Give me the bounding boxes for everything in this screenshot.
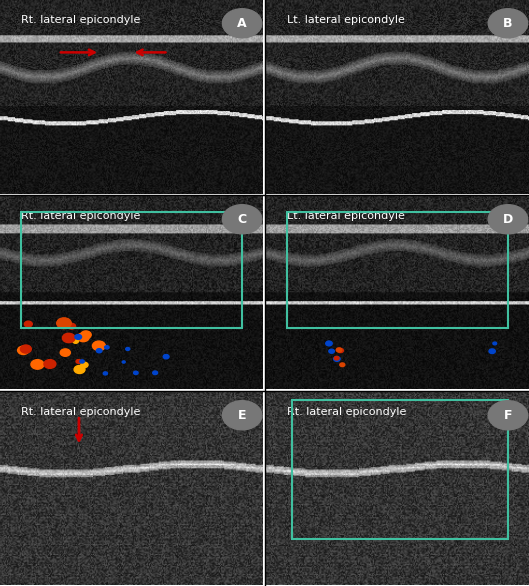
Circle shape [96,349,102,353]
Text: E: E [238,409,247,422]
Circle shape [24,321,32,327]
Bar [292,400,508,540]
Circle shape [338,349,343,353]
Circle shape [31,360,44,369]
Circle shape [488,9,528,38]
Circle shape [81,331,91,339]
Text: Rt. lateral epicondyle: Rt. lateral epicondyle [287,407,406,417]
Circle shape [75,335,81,339]
Circle shape [62,333,75,343]
Circle shape [133,371,138,374]
Text: D: D [503,213,513,226]
Circle shape [105,346,109,349]
Circle shape [489,349,495,353]
Circle shape [73,339,78,343]
Text: Lt. lateral epicondyle: Lt. lateral epicondyle [287,212,405,222]
Circle shape [488,401,528,430]
Circle shape [76,360,81,363]
Circle shape [17,346,29,355]
Circle shape [81,362,88,367]
Circle shape [222,9,262,38]
Circle shape [340,363,345,367]
Text: A: A [238,17,247,30]
Circle shape [493,342,497,345]
Text: Rt. lateral epicondyle: Rt. lateral epicondyle [21,15,140,25]
Text: F: F [504,409,512,422]
Circle shape [103,372,107,375]
Text: Rt. lateral epicondyle: Rt. lateral epicondyle [21,407,140,417]
Circle shape [126,347,130,350]
Bar [21,212,242,328]
Text: C: C [238,213,247,226]
Circle shape [222,205,262,234]
Circle shape [80,360,84,363]
Circle shape [77,333,89,342]
Circle shape [83,338,87,340]
Text: B: B [503,17,513,30]
Circle shape [336,348,342,352]
Circle shape [93,341,105,350]
Circle shape [153,371,158,374]
Circle shape [222,401,262,430]
Circle shape [488,205,528,234]
Circle shape [163,355,169,359]
Circle shape [74,366,85,373]
Circle shape [122,361,125,363]
Circle shape [68,323,76,329]
Circle shape [334,356,339,360]
Text: Lt. lateral epicondyle: Lt. lateral epicondyle [287,15,405,25]
Circle shape [57,318,71,329]
Bar [287,212,508,328]
Circle shape [334,356,340,362]
Circle shape [329,349,334,353]
Circle shape [21,345,31,353]
Circle shape [326,341,332,346]
Circle shape [44,360,56,369]
Circle shape [60,349,70,356]
Text: Rt. lateral epicondyle: Rt. lateral epicondyle [21,212,140,222]
Circle shape [23,347,28,351]
